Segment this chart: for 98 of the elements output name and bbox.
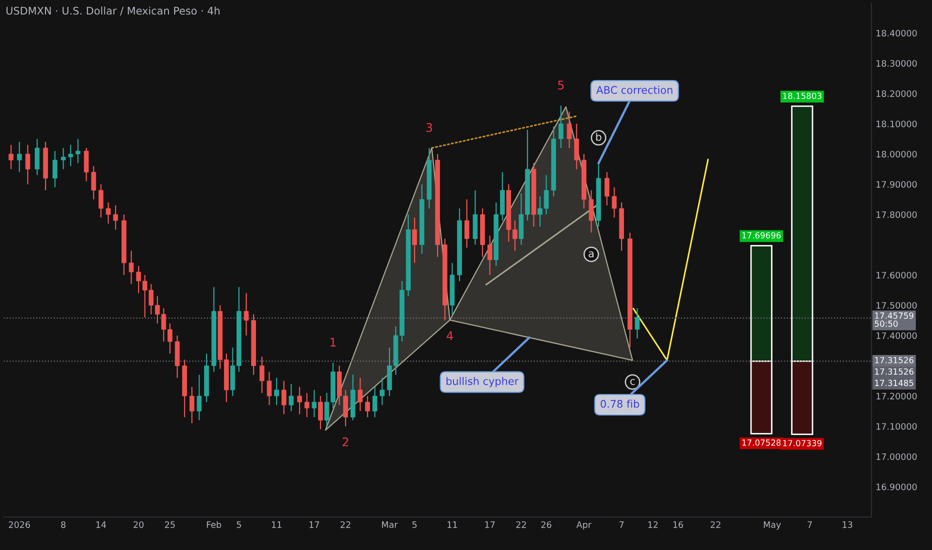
x-tick-label: Feb bbox=[206, 521, 222, 528]
annotation: 1 bbox=[330, 338, 336, 347]
candlestick bbox=[558, 105, 564, 149]
x-tick-label: 2026 bbox=[8, 521, 30, 528]
y-tick-label: 17.40000 bbox=[876, 332, 917, 339]
y-tick-label: 17.20000 bbox=[876, 392, 917, 400]
candlestick bbox=[25, 144, 30, 185]
x-tick-label: 5 bbox=[412, 521, 417, 528]
candlestick bbox=[128, 250, 134, 285]
candlestick bbox=[68, 144, 74, 167]
x-tick-label: 11 bbox=[272, 521, 282, 528]
x-tick-label: Mar bbox=[382, 521, 398, 528]
x-tick-label: 22 bbox=[516, 521, 526, 528]
y-tick-label: 18.20000 bbox=[876, 90, 917, 97]
chart-title: USDMXN · U.S. Dollar / Mexican Peso · 4h bbox=[6, 6, 220, 16]
data-label: 17.69696 bbox=[742, 232, 781, 238]
annotation: 5 bbox=[558, 80, 564, 90]
candlestick bbox=[98, 184, 104, 218]
annotation: 3 bbox=[426, 123, 432, 132]
candlestick bbox=[312, 389, 317, 418]
y-tick-label: 18.40000 bbox=[876, 30, 917, 36]
data-label: 17.07528 bbox=[742, 439, 781, 446]
annotation: 0.78 fib bbox=[600, 400, 640, 408]
candlestick bbox=[588, 190, 594, 234]
y-tick-label: 18.00000 bbox=[876, 150, 917, 158]
candlestick bbox=[574, 123, 580, 170]
candlestick bbox=[288, 383, 294, 412]
candlestick bbox=[17, 141, 22, 173]
candlestick bbox=[76, 138, 80, 164]
y-tick-label: 17.80000 bbox=[876, 211, 917, 218]
annotation: a bbox=[588, 251, 594, 258]
x-tick-label: Apr bbox=[576, 521, 592, 530]
y-tick-label: 16.90000 bbox=[876, 484, 917, 490]
candlestick bbox=[260, 356, 264, 394]
annotation: 2 bbox=[342, 437, 348, 446]
candlestick bbox=[244, 292, 249, 336]
y-tick-label: 17.60000 bbox=[876, 272, 917, 278]
x-tick-label: 17 bbox=[485, 521, 495, 528]
candlestick bbox=[106, 202, 111, 224]
text: 17.31526 bbox=[875, 368, 914, 375]
ref-line-label: 17.31526 bbox=[875, 356, 914, 364]
candlestick bbox=[304, 392, 310, 418]
candlestick bbox=[8, 144, 14, 170]
x-tick-label: 17 bbox=[310, 521, 320, 528]
y-tick-label: 17.90000 bbox=[876, 181, 917, 188]
x-tick-label: 22 bbox=[340, 521, 350, 528]
x-tick-label: 20 bbox=[134, 521, 144, 528]
candlestick bbox=[412, 216, 417, 264]
x-tick-label: 12 bbox=[648, 521, 658, 528]
candlestick bbox=[52, 150, 58, 188]
x-tick-label: 25 bbox=[165, 521, 175, 528]
x-tick-label: 13 bbox=[842, 521, 852, 528]
candlestick bbox=[566, 111, 572, 149]
candlestick bbox=[34, 138, 40, 176]
data-label: 17.07339 bbox=[783, 440, 822, 446]
x-tick-label: 14 bbox=[96, 521, 106, 528]
y-tick-label: 17.10000 bbox=[876, 423, 917, 430]
x-tick-label: 11 bbox=[448, 521, 457, 528]
candlestick bbox=[464, 198, 470, 248]
x-tick-label: 26 bbox=[541, 521, 552, 528]
candlestick bbox=[318, 395, 323, 430]
candlestick bbox=[281, 380, 286, 415]
candlestick bbox=[266, 371, 272, 406]
candlestick bbox=[84, 147, 89, 182]
candlestick bbox=[189, 386, 194, 424]
x-tick-label: 22 bbox=[710, 521, 720, 528]
candlestick bbox=[274, 377, 279, 406]
candlestick bbox=[60, 147, 66, 170]
annotation: 4 bbox=[446, 331, 453, 340]
candlestick bbox=[196, 374, 202, 421]
candlestick bbox=[604, 172, 610, 206]
y-tick-label: 17.00000 bbox=[876, 453, 917, 460]
annotation: c bbox=[630, 379, 635, 385]
candlestick bbox=[297, 386, 302, 415]
x-tick-label: May bbox=[764, 521, 781, 530]
candlestick bbox=[634, 308, 640, 340]
candlestick bbox=[365, 395, 370, 418]
candlestick bbox=[91, 166, 96, 200]
candlestick bbox=[113, 204, 118, 230]
candlestick bbox=[612, 186, 617, 218]
x-tick-label: 5 bbox=[236, 521, 241, 528]
ref-line-label: 17.45759 50:50 bbox=[874, 312, 914, 327]
candlestick bbox=[380, 377, 385, 406]
annotation: b bbox=[596, 132, 602, 141]
x-tick-label: 7 bbox=[808, 521, 812, 528]
x-tick-label: 16 bbox=[673, 521, 684, 528]
annotation: bullish cypher bbox=[446, 377, 519, 388]
text: 17.31485 bbox=[875, 380, 914, 386]
x-tick-label: 8 bbox=[61, 521, 66, 528]
data-label: 18.15803 bbox=[783, 92, 822, 100]
y-tick-label: 18.30000 bbox=[876, 60, 917, 67]
candlestick bbox=[372, 386, 378, 418]
y-tick-label: 18.10000 bbox=[876, 120, 917, 128]
candlestick bbox=[358, 377, 363, 412]
y-tick-label: 17.50000 bbox=[876, 302, 917, 309]
x-tick-label: 7 bbox=[620, 521, 624, 528]
annotation: ABC correction bbox=[596, 86, 672, 94]
candlestick bbox=[487, 235, 492, 276]
